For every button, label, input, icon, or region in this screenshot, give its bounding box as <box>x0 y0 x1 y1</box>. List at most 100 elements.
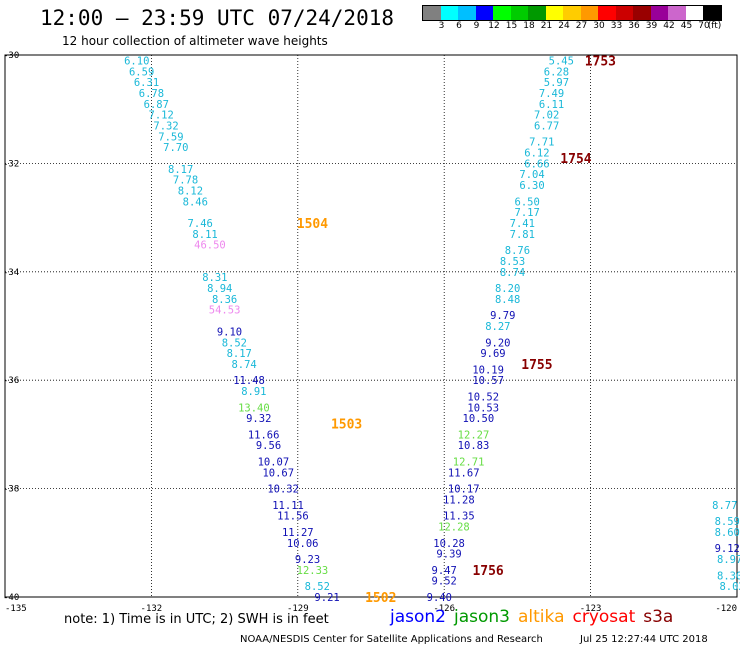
wave-height-value: 9.23 <box>295 554 320 566</box>
color-scale-label: 3 <box>438 21 445 31</box>
legend-entry-s3a: s3a <box>643 607 674 627</box>
color-swatch <box>458 6 476 20</box>
wave-height-value: 9.79 <box>490 310 515 322</box>
wave-height-value: 6.77 <box>534 120 559 132</box>
color-swatch <box>528 6 546 20</box>
wave-height-value: 11.27 <box>282 527 314 539</box>
wave-height-value: 9.69 <box>480 348 505 360</box>
wave-height-value: 13.40 <box>238 402 270 414</box>
wave-height-value: 8.36 <box>212 294 237 306</box>
pass-time-label: 1755 <box>521 358 552 373</box>
wave-height-value: 8.53 <box>500 256 525 268</box>
wave-height-value: 54.53 <box>209 305 241 317</box>
wave-height-value: 6.10 <box>124 55 149 67</box>
wave-height-value: 7.02 <box>534 110 559 122</box>
footer-note: note: 1) Time is in UTC; 2) SWH is in fe… <box>64 612 329 627</box>
wave-height-value: 6.28 <box>544 66 569 78</box>
axis-labels: -30 -32 -34 -36 -38 -40-135 -132 -129 -126 -123 -1… <box>3 51 737 614</box>
wave-height-value: 8.60 <box>715 527 740 539</box>
legend-entry-cryosat: cryosat <box>572 607 636 627</box>
wave-height-value: 9.47 <box>432 565 457 577</box>
lat-tick-label: -36 <box>3 376 19 386</box>
wave-height-value: 8.20 <box>495 283 520 295</box>
lat-tick-label: -40 <box>3 593 19 603</box>
map-frame <box>4 54 738 598</box>
wave-height-value: 11.11 <box>272 500 304 512</box>
color-scale-label: 12 <box>488 21 500 31</box>
wave-height-value: 7.78 <box>173 175 198 187</box>
wave-height-value: 7.12 <box>149 110 174 122</box>
color-swatch <box>510 6 528 20</box>
wave-height-value: 7.46 <box>188 218 213 230</box>
color-scale-label: 21 <box>540 21 553 31</box>
map-grid <box>4 54 738 598</box>
color-swatch <box>493 6 511 20</box>
color-scale-label: 6 <box>456 21 462 31</box>
color-scale-label: 24 <box>558 21 570 31</box>
wave-height-value: 11.56 <box>277 511 309 523</box>
color-swatch <box>545 6 563 20</box>
legend-entry-jason2: jason2 <box>390 607 446 627</box>
color-scale-labels: 3 6 9 12 15 18 21 24 27 30 33 36 39 42 45 70 (ft) <box>422 21 740 33</box>
wave-height-value: 11.67 <box>448 467 480 479</box>
wave-height-value: 6.66 <box>524 158 549 170</box>
wave-height-value: 7.71 <box>529 137 554 149</box>
wave-height-value: 8.52 <box>222 337 247 349</box>
wave-height-value: 10.32 <box>267 484 299 496</box>
wave-height-value: 10.07 <box>258 457 290 469</box>
wave-height-value: 6.31 <box>134 77 159 89</box>
wave-height-value: 11.35 <box>443 511 475 523</box>
pass-time-label: 1756 <box>472 564 503 579</box>
color-swatch <box>598 6 616 20</box>
wave-height-value: 9.21 <box>314 592 339 604</box>
pass-time-label: 1504 <box>297 217 328 232</box>
wave-height-value: 6.78 <box>139 88 164 100</box>
wave-height-value: 6.59 <box>129 66 154 78</box>
wave-height-value: 6.50 <box>515 196 540 208</box>
wave-height-value: 8.30 <box>717 570 740 582</box>
color-swatch <box>615 6 633 20</box>
wave-height-value: 10.57 <box>472 375 504 387</box>
legend-entry-altika: altika <box>518 607 565 627</box>
wave-height-value: 46.50 <box>194 240 226 252</box>
color-swatch <box>563 6 581 20</box>
wave-height-value: 6.12 <box>524 148 549 160</box>
satellite-legend: jason2 jason3 altika cryosat s3a <box>390 607 673 627</box>
wave-height-value: 7.49 <box>539 88 564 100</box>
wave-height-value: 8.74 <box>231 359 256 371</box>
wave-height-value: 8.17 <box>227 348 252 360</box>
color-scale-label: 42 <box>663 21 675 31</box>
wave-height-value: 9.32 <box>246 413 271 425</box>
color-scale-label: 30 <box>593 21 605 31</box>
wave-height-value: 10.53 <box>467 402 499 414</box>
pass-time-label: 1754 <box>560 152 591 167</box>
wave-height-value: 5.97 <box>544 77 569 89</box>
wave-height-value: 5.45 <box>549 55 574 67</box>
wave-height-value: 10.67 <box>262 467 294 479</box>
wave-height-value: 6.11 <box>539 99 564 111</box>
wave-height-value: 8.59 <box>715 516 740 528</box>
page-title: 12:00 – 23:59 UTC 07/24/2018 <box>40 6 395 30</box>
wave-height-value: 7.04 <box>519 169 544 181</box>
color-scale-label: 27 <box>575 21 588 31</box>
lon-tick-label: -132 <box>141 604 163 614</box>
color-swatch <box>685 6 703 20</box>
wave-height-value: 9.40 <box>427 592 452 604</box>
color-scale-label: 39 <box>645 21 658 31</box>
wave-height-value: 8.31 <box>202 272 227 284</box>
wave-height-value: 10.19 <box>472 364 504 376</box>
pass-time-label: 1502 <box>365 591 396 606</box>
wave-height-value: 12.28 <box>438 522 470 534</box>
wave-height-value: 9.12 <box>715 543 740 555</box>
wave-height-value: 8.11 <box>192 229 217 241</box>
wave-height-value: 8.12 <box>178 186 203 198</box>
color-scale-label: (ft) <box>707 21 722 31</box>
wave-height-value: 8.17 <box>168 164 193 176</box>
wave-height-value: 9.20 <box>485 337 510 349</box>
wave-height-value: 9.52 <box>432 576 457 588</box>
wave-height-value: 8.77 <box>712 500 737 512</box>
color-scale-bar <box>422 5 722 21</box>
wave-height-value: 12.33 <box>297 565 329 577</box>
lat-tick-label: -32 <box>3 159 19 169</box>
wave-height-value: 7.59 <box>158 131 183 143</box>
